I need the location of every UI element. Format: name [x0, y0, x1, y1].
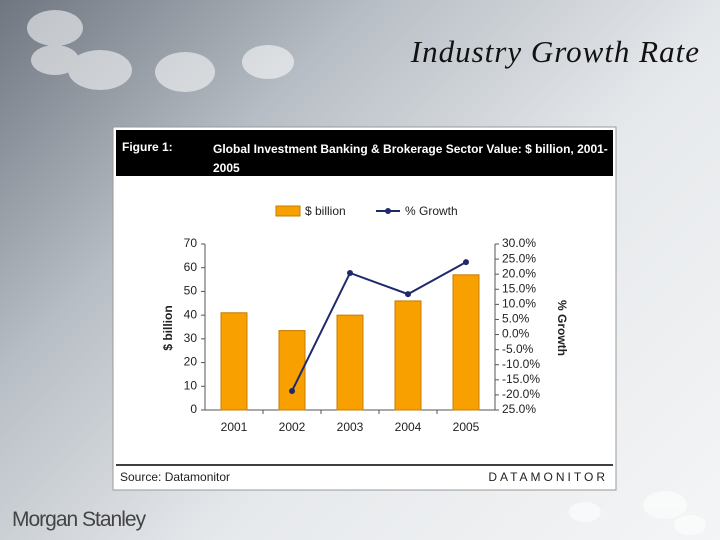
y-tick-label: 40	[184, 307, 198, 321]
legend-label: % Growth	[405, 204, 458, 218]
bar	[394, 300, 422, 411]
logo: Morgan Stanley	[12, 508, 146, 531]
x-tick-label: 2004	[395, 420, 422, 434]
panel	[112, 126, 617, 491]
source: Source: Datamonitor	[120, 470, 230, 484]
y2-tick-label: 15.0%	[502, 281, 536, 295]
decor	[27, 10, 706, 535]
legend-swatch	[275, 205, 301, 217]
y2-tick-label: -10.0%	[502, 357, 540, 371]
x-tick-label: 2005	[453, 420, 480, 434]
y2-tick-label: 5.0%	[502, 312, 530, 326]
bar	[336, 314, 364, 411]
figure-header: Figure 1: Global Investment Banking & Br…	[116, 130, 613, 176]
chart-title: Global Investment Banking & Brokerage Se…	[213, 142, 608, 175]
legend-dot	[385, 208, 391, 214]
y2-tick-label: -20.0%	[502, 387, 540, 401]
y2-tick-label: 20.0%	[502, 266, 536, 280]
x-tick-label: 2003	[337, 420, 364, 434]
y2-axis-label: % Growth	[555, 300, 569, 356]
y2-tick-label: 25.0%	[502, 402, 536, 416]
growth-point	[463, 259, 469, 266]
legend-label: $ billion	[305, 204, 346, 218]
publisher: DATAMONITOR	[488, 470, 608, 484]
growth-point	[289, 387, 295, 394]
y-tick-label: 60	[184, 260, 198, 274]
growth-point	[405, 291, 411, 298]
y2-tick-label: -15.0%	[502, 372, 540, 386]
x-tick-label: 2002	[279, 420, 306, 434]
bar	[278, 330, 306, 411]
slide-title: Industry Growth Rate	[410, 34, 700, 69]
y-tick-label: 20	[184, 355, 198, 369]
growth-point	[347, 269, 353, 276]
growth-line	[291, 261, 467, 392]
y-tick-label: 0	[190, 402, 197, 416]
y2-tick-label: 10.0%	[502, 297, 536, 311]
y2-tick-label: -5.0%	[502, 342, 534, 356]
x-tick-label: 2001	[221, 420, 248, 434]
y-tick-label: 30	[184, 331, 198, 345]
y-axis-label: $ billion	[161, 305, 175, 350]
bar	[220, 312, 248, 411]
figure-label: Figure 1:	[122, 140, 173, 154]
y2-tick-label: 0.0%	[502, 327, 530, 341]
y2-tick-label: 30.0%	[502, 236, 536, 250]
bar	[452, 274, 480, 411]
y-tick-label: 50	[184, 284, 198, 298]
y-tick-label: 70	[184, 236, 198, 250]
y2-tick-label: 25.0%	[502, 251, 536, 265]
y-tick-label: 10	[184, 378, 198, 392]
